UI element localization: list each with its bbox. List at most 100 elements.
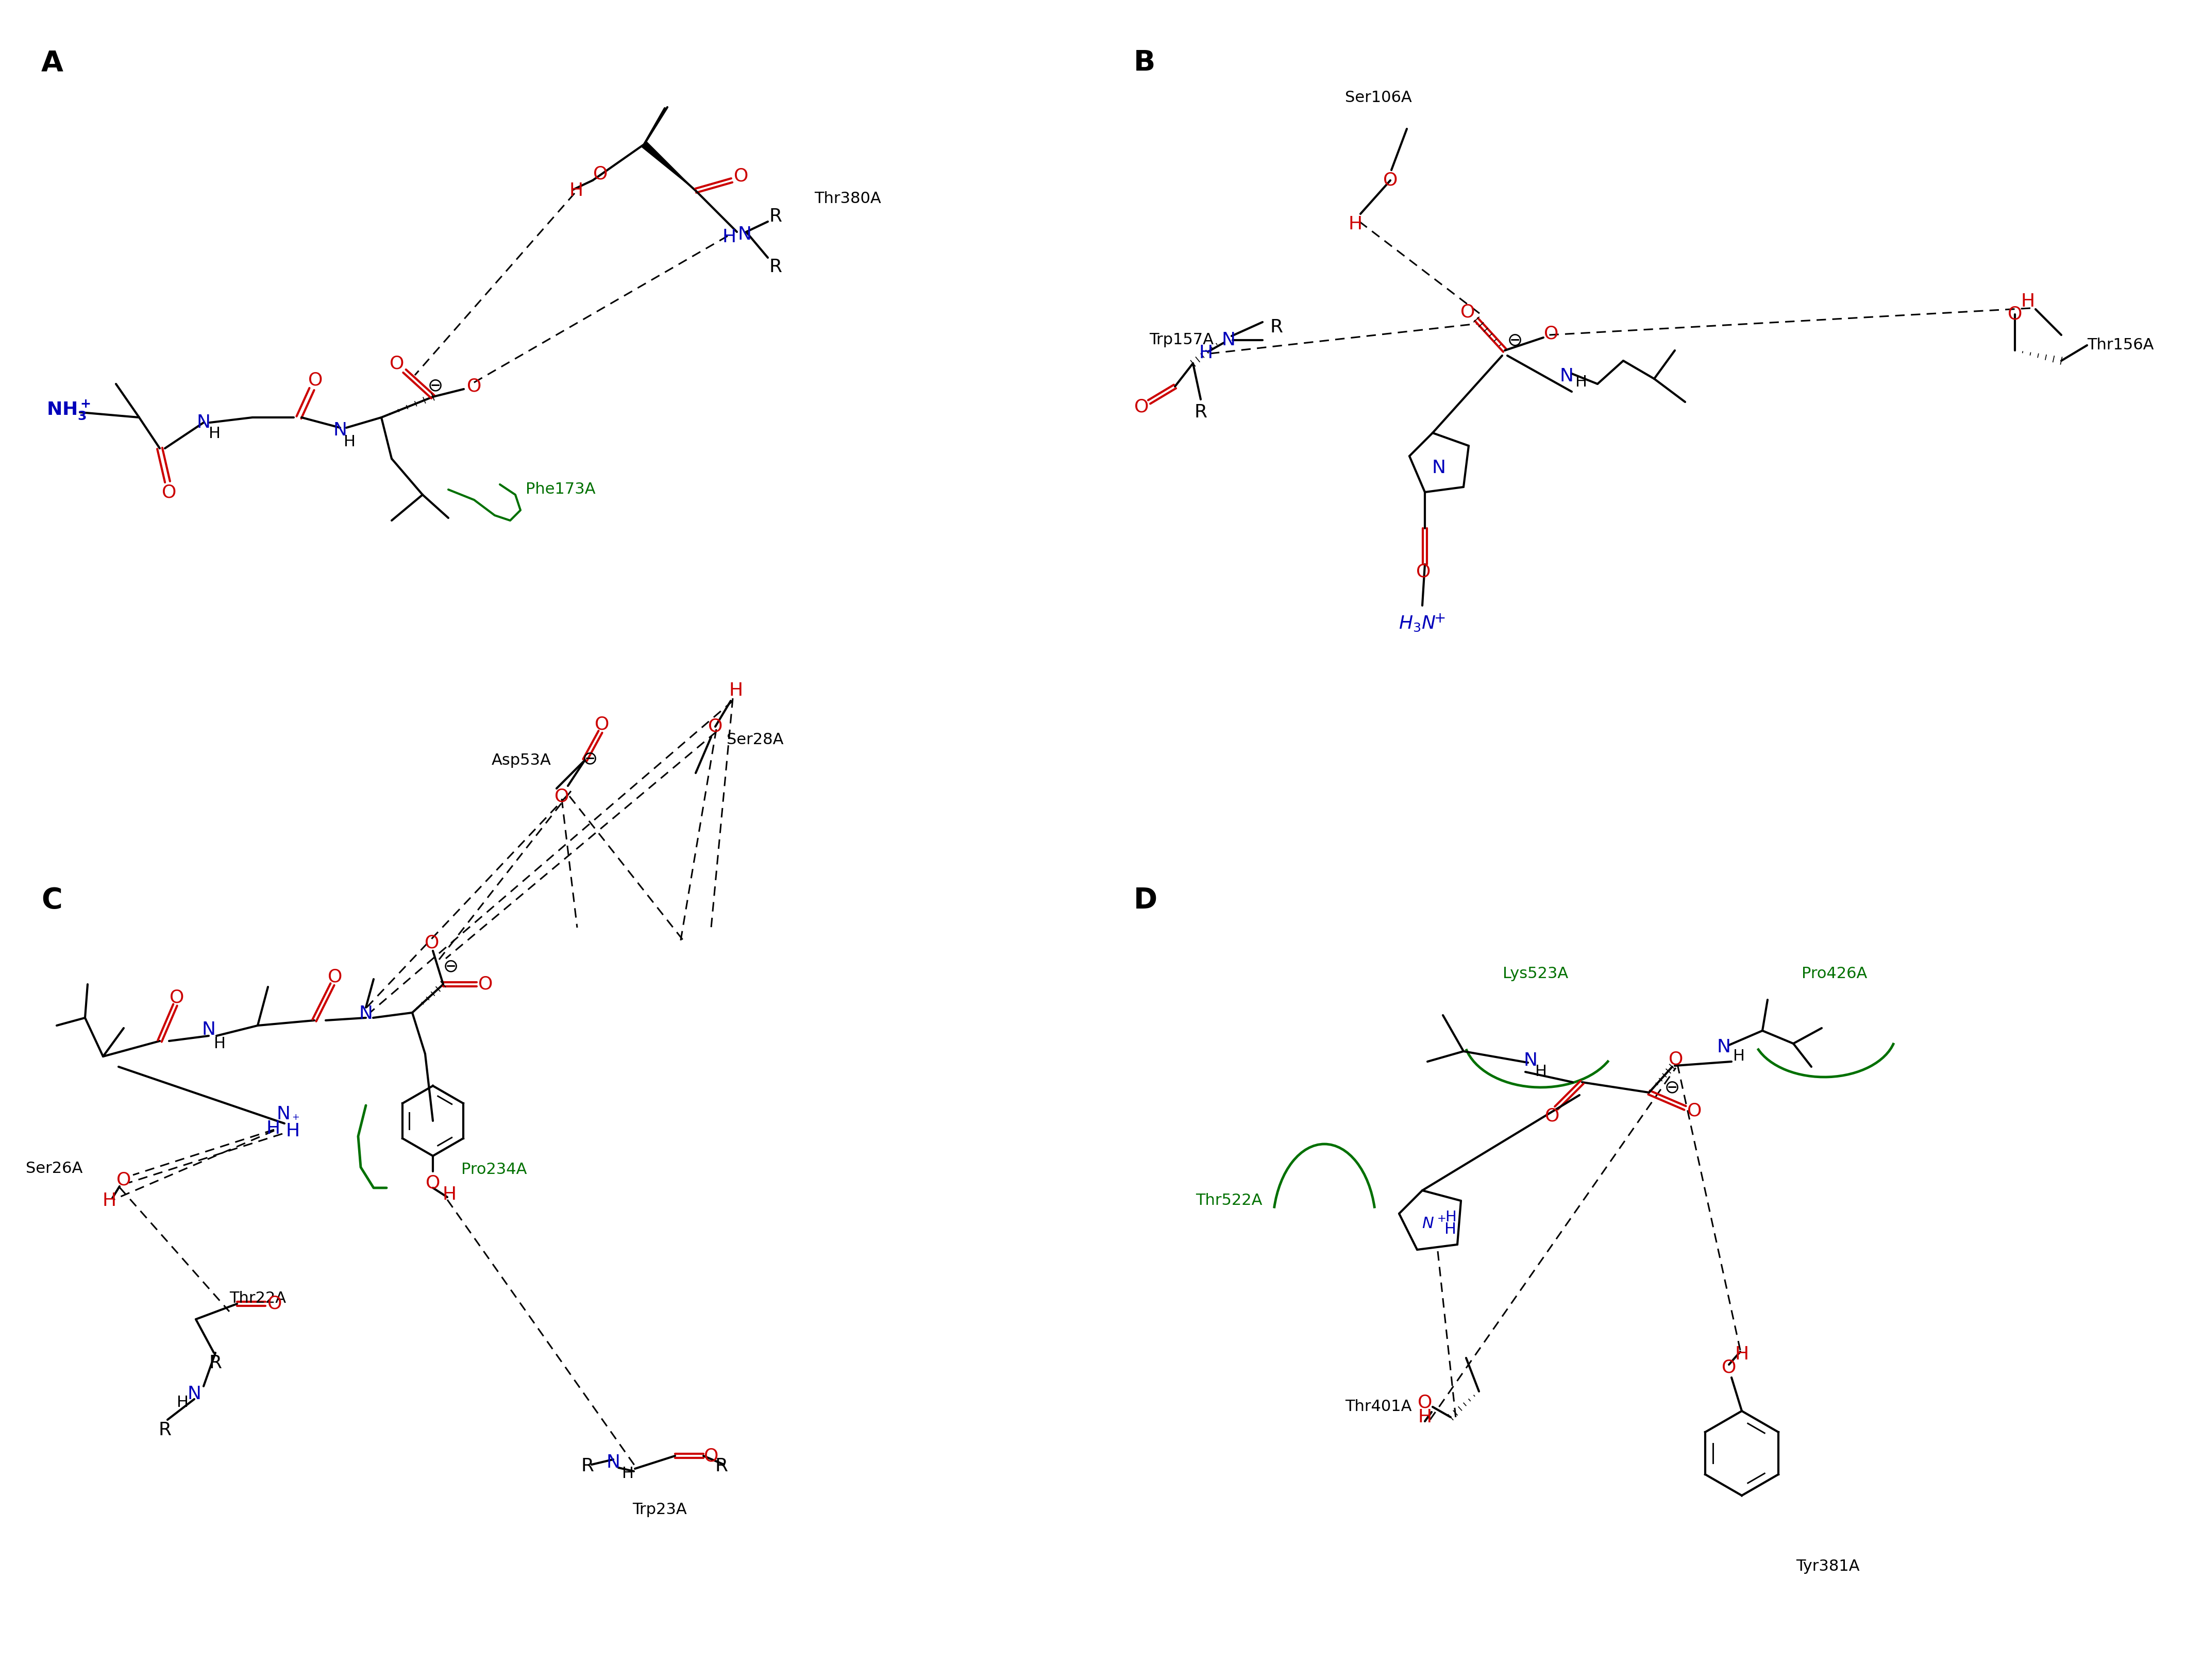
Text: H: H	[177, 1396, 188, 1410]
Text: O: O	[424, 934, 439, 953]
Text: O: O	[308, 371, 324, 390]
Text: O: O	[704, 1446, 719, 1465]
Text: R: R	[157, 1421, 171, 1438]
Text: O: O	[1543, 326, 1559, 343]
Text: O: O	[426, 1174, 439, 1191]
Text: $\mathbf{NH_3^+}$: $\mathbf{NH_3^+}$	[46, 398, 92, 422]
Text: O: O	[1460, 302, 1476, 321]
Text: H: H	[1419, 1408, 1432, 1426]
Text: H: H	[267, 1121, 280, 1137]
Text: H: H	[210, 427, 221, 442]
Text: ⊖: ⊖	[1508, 331, 1524, 349]
Text: Tyr381A: Tyr381A	[1797, 1559, 1860, 1574]
Text: Pro234A: Pro234A	[461, 1163, 527, 1178]
Text: O: O	[171, 988, 184, 1006]
Text: R: R	[769, 259, 783, 276]
Text: +: +	[1434, 612, 1447, 625]
Text: N: N	[359, 1005, 374, 1023]
Text: H: H	[1576, 375, 1587, 390]
Text: N: N	[1559, 368, 1574, 385]
Text: H: H	[728, 682, 743, 699]
Text: H: H	[442, 1186, 457, 1203]
Text: O: O	[328, 968, 343, 986]
Text: O: O	[479, 976, 492, 993]
Text: ⊖: ⊖	[581, 749, 597, 768]
Text: H: H	[1445, 1210, 1456, 1225]
Text: R: R	[769, 208, 783, 225]
Polygon shape	[643, 141, 695, 190]
Text: N: N	[188, 1386, 201, 1403]
Text: N: N	[197, 413, 210, 432]
Text: B: B	[1135, 49, 1156, 77]
Text: O: O	[116, 1171, 131, 1189]
Text: O: O	[1417, 563, 1430, 581]
Text: N: N	[332, 422, 348, 438]
Text: N: N	[1524, 1052, 1537, 1070]
Text: H: H	[1535, 1065, 1548, 1079]
Text: H: H	[286, 1122, 299, 1141]
Text: R: R	[1194, 403, 1207, 422]
Text: O: O	[592, 165, 608, 183]
Text: H: H	[1349, 215, 1362, 234]
Text: $N^+$: $N^+$	[1421, 1216, 1445, 1231]
Text: Thr156A: Thr156A	[2088, 338, 2153, 353]
Text: N: N	[1432, 459, 1445, 477]
Text: Trp23A: Trp23A	[632, 1502, 686, 1517]
Text: $H_3N$: $H_3N$	[1399, 615, 1436, 633]
Text: O: O	[162, 484, 177, 501]
Text: O: O	[1688, 1102, 1701, 1119]
Text: Thr401A: Thr401A	[1344, 1399, 1412, 1415]
Text: R: R	[1270, 319, 1283, 336]
Text: H: H	[1733, 1048, 1744, 1063]
Text: O: O	[267, 1295, 282, 1312]
Text: R: R	[581, 1457, 595, 1475]
Text: O: O	[1384, 171, 1397, 190]
Text: ⊖: ⊖	[1664, 1079, 1681, 1095]
Text: O: O	[1135, 398, 1150, 417]
Text: H: H	[1736, 1346, 1749, 1362]
Text: Thr380A: Thr380A	[813, 192, 881, 207]
Text: H: H	[1445, 1221, 1456, 1236]
Text: H: H	[568, 181, 584, 200]
Text: Lys523A: Lys523A	[1504, 966, 1567, 981]
Text: O: O	[1417, 1394, 1432, 1411]
Text: O: O	[595, 716, 610, 732]
Text: Asp53A: Asp53A	[492, 753, 551, 768]
Text: H: H	[721, 228, 737, 245]
Text: Ser28A: Ser28A	[726, 732, 783, 748]
Text: C: C	[42, 887, 61, 914]
Text: O: O	[1668, 1050, 1683, 1068]
Text: N: N	[606, 1453, 621, 1472]
Text: N: N	[1716, 1038, 1731, 1057]
Text: H: H	[103, 1193, 116, 1210]
Text: R: R	[715, 1457, 728, 1475]
Text: R: R	[210, 1354, 221, 1373]
Text: Thr522A: Thr522A	[1196, 1193, 1264, 1208]
Text: O: O	[1723, 1359, 1736, 1376]
Text: O: O	[708, 717, 724, 736]
Text: N: N	[275, 1105, 291, 1122]
Text: N: N	[201, 1021, 216, 1038]
Text: H: H	[621, 1467, 634, 1482]
Text: H: H	[2020, 292, 2035, 311]
Text: Trp157A: Trp157A	[1150, 333, 1213, 348]
Text: $^+$: $^+$	[291, 1114, 299, 1127]
Text: H: H	[1198, 344, 1213, 361]
Text: N: N	[1222, 331, 1235, 349]
Text: Phe173A: Phe173A	[525, 482, 595, 497]
Text: O: O	[389, 354, 404, 371]
Text: O: O	[2007, 306, 2022, 323]
Text: O: O	[555, 788, 568, 805]
Text: ⊖: ⊖	[428, 376, 444, 395]
Text: H: H	[343, 435, 356, 450]
Text: O: O	[1546, 1107, 1559, 1124]
Text: D: D	[1135, 887, 1156, 914]
Text: N: N	[737, 225, 752, 244]
Text: A: A	[42, 49, 63, 77]
Text: Ser106A: Ser106A	[1344, 91, 1412, 106]
Text: O: O	[734, 168, 748, 185]
Text: Ser26A: Ser26A	[26, 1161, 83, 1176]
Text: Pro426A: Pro426A	[1801, 966, 1867, 981]
Text: Thr22A: Thr22A	[230, 1292, 286, 1305]
Text: H: H	[214, 1037, 225, 1052]
